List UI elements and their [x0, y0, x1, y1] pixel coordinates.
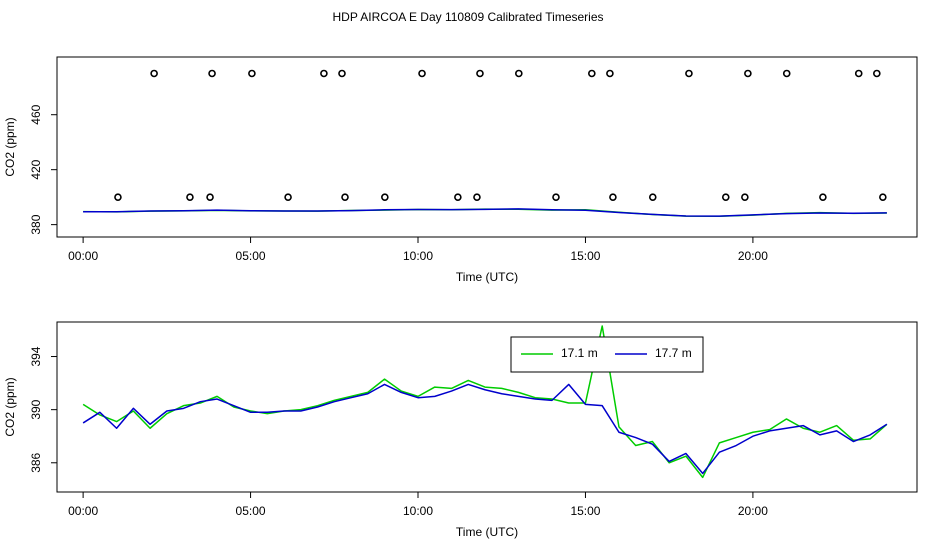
x-tick-label: 05:00 [236, 504, 266, 518]
data-point [320, 69, 328, 78]
data-point [741, 193, 749, 201]
x-tick-label: 10:00 [403, 504, 433, 518]
data-point [284, 193, 292, 201]
plot-area [82, 325, 888, 479]
y-tick-label: 420 [29, 159, 43, 179]
data-point [685, 69, 693, 78]
data-point [515, 69, 523, 78]
data-point [648, 193, 657, 201]
data-point [338, 69, 346, 78]
data-point [606, 69, 614, 78]
x-tick-label: 20:00 [738, 249, 768, 263]
data-point [609, 193, 617, 201]
data-line [83, 208, 887, 217]
data-point [341, 193, 349, 201]
y-tick-label: 380 [29, 214, 43, 234]
y-tick-label: 386 [29, 452, 43, 472]
y-tick-label: 394 [29, 346, 43, 366]
data-point [873, 69, 881, 78]
data-point [721, 193, 730, 201]
data-point [473, 193, 481, 201]
data-point [588, 69, 596, 78]
data-point [552, 193, 560, 201]
legend-label: 17.1 m [561, 346, 598, 360]
data-point [206, 193, 214, 201]
x-tick-label: 00:00 [68, 504, 98, 518]
data-point [454, 193, 462, 201]
data-point [381, 193, 389, 201]
data-point [186, 193, 194, 201]
x-tick-label: 15:00 [570, 249, 600, 263]
data-point [208, 69, 216, 78]
data-point [854, 69, 863, 78]
data-point [819, 193, 827, 201]
y-axis-label: CO2 (ppm) [3, 117, 17, 176]
x-tick-label: 20:00 [738, 504, 768, 518]
data-point [248, 69, 256, 78]
x-axis-label: Time (UTC) [456, 525, 518, 539]
y-axis-label: CO2 (ppm) [3, 377, 17, 436]
data-line [82, 325, 888, 479]
plot-frame [56, 321, 918, 493]
plot-frame [56, 56, 918, 238]
x-tick-label: 10:00 [403, 249, 433, 263]
legend-label: 17.7 m [655, 346, 692, 360]
chart-title: HDP AIRCOA E Day 110809 Calibrated Times… [332, 10, 603, 24]
plot-area [83, 69, 887, 217]
data-point [879, 193, 887, 201]
y-tick-label: 390 [29, 399, 43, 419]
x-tick-label: 00:00 [68, 249, 98, 263]
x-tick-label: 05:00 [236, 249, 266, 263]
y-tick-label: 460 [29, 104, 43, 124]
x-axis-label: Time (UTC) [456, 270, 518, 284]
data-point [418, 69, 426, 78]
data-line [82, 383, 888, 475]
data-point [744, 69, 752, 78]
data-point [114, 193, 122, 201]
x-tick-label: 15:00 [570, 504, 600, 518]
data-point [150, 69, 158, 78]
data-point [782, 69, 791, 78]
data-point [476, 69, 484, 78]
